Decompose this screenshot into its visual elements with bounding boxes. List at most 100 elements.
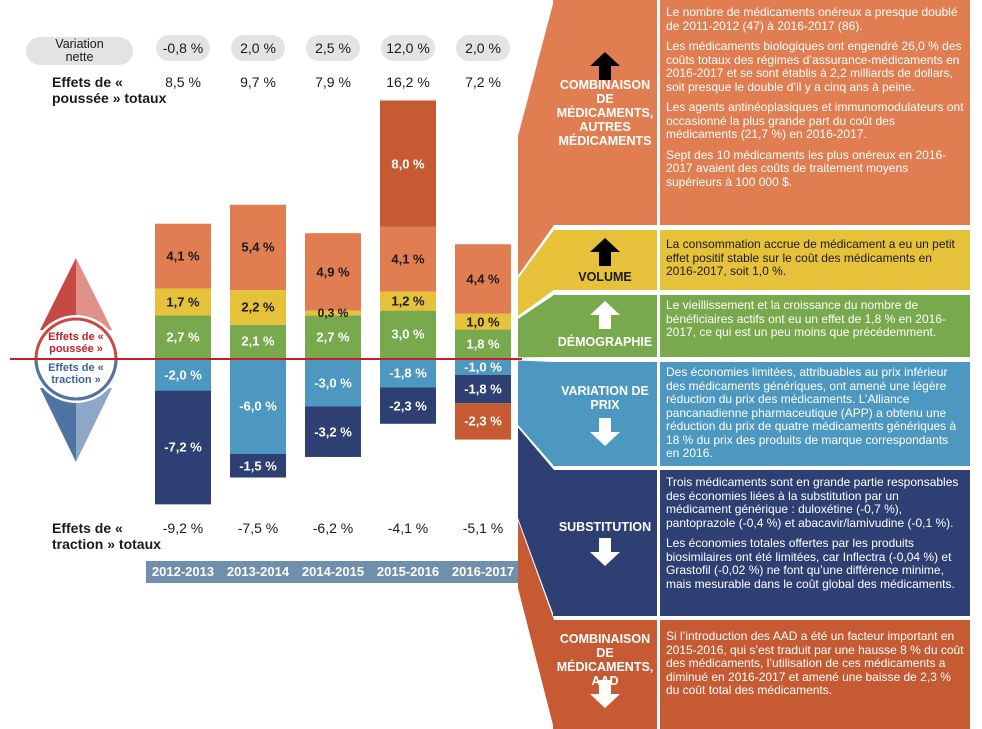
panel-divider	[657, 230, 660, 290]
panel-divider	[657, 620, 660, 729]
stacked-bar-chart	[155, 100, 511, 505]
panel-title: COMBINAISON DE MÉDICAMENTS, AAD	[556, 632, 654, 688]
x-tick-label: 2016-2017	[451, 564, 515, 579]
x-tick-label: 2012-2013	[151, 564, 215, 579]
arrow-down-icon	[590, 680, 620, 708]
panel-text: Le nombre de médicaments onéreux a presq…	[666, 5, 964, 196]
zero-baseline	[10, 358, 522, 360]
bar-segment	[155, 223, 211, 289]
var-value: -0,8 %	[156, 35, 210, 61]
panel-title: VOLUME	[578, 270, 632, 284]
arrow-up-icon	[590, 52, 620, 80]
x-tick-label: 2014-2015	[301, 564, 365, 579]
variation-label: Variation nette	[55, 37, 104, 64]
connector-band	[518, 0, 554, 276]
panel-title: DÉMOGRAPHIE	[557, 335, 653, 349]
x-tick-label: 2015-2016	[376, 564, 440, 579]
bar-segment	[305, 315, 361, 358]
pull-value: -9,2 %	[162, 520, 204, 536]
bar-segment	[455, 329, 511, 358]
panel-combinaison-aad: COMBINAISON DE MÉDICAMENTS, AADSi l’intr…	[553, 620, 970, 729]
bar-segment	[380, 359, 436, 388]
connector-band	[518, 360, 554, 466]
push-total-label: Effets de « poussée » totaux	[52, 74, 167, 106]
panel-paragraph: Les agents antinéoplasiques et immunomod…	[666, 100, 964, 141]
arrow-down-icon	[590, 538, 620, 566]
panel-paragraph: Sept des 10 médicaments les plus onéreux…	[666, 147, 947, 189]
connector-band	[518, 427, 554, 616]
bar-segment	[380, 310, 436, 358]
panel-paragraph: Trois médicaments sont en grande partie …	[666, 475, 959, 530]
bar-segment	[380, 291, 436, 311]
panel-substitution: SUBSTITUTION Trois médicaments sont en gr…	[553, 470, 970, 616]
pull-value: -6,2 %	[312, 520, 354, 536]
year-axis-bar: 2012-2013 2013-2014 2014-2015 2015-2016 2016…	[146, 561, 522, 583]
panel-volume: VOLUME La consommation accrue de médicame…	[553, 230, 970, 290]
push-value: 7,9 %	[315, 74, 351, 90]
compass-ring-lower	[34, 358, 118, 401]
panel-variation-prix: VARIATION DE PRIX Des économies limitées,…	[553, 362, 970, 466]
panel-combinaison-autres: COMBINAISON DE MÉDICAMENTS, AUTRES MÉDIC…	[553, 0, 970, 225]
bar-segment	[455, 359, 511, 375]
push-value: 9,7 %	[240, 74, 276, 90]
connector-band	[518, 295, 554, 358]
panel-paragraph: Si l’introduction des AAD a été un facte…	[666, 629, 964, 697]
panel-divider	[657, 0, 660, 225]
panel-divider	[657, 362, 660, 466]
arrow-down-icon	[590, 418, 620, 446]
bar-segment	[455, 313, 511, 330]
pull-value: -5,1 %	[462, 520, 504, 536]
var-value: 12,0 %	[381, 35, 435, 61]
panel-paragraph: Le vieillissement et la croissance du no…	[666, 298, 946, 339]
compass-down-left	[40, 388, 76, 462]
bar-segment	[380, 226, 436, 292]
bar-segment	[455, 244, 511, 314]
bar-segment	[380, 387, 436, 424]
compass-push-label: Effets de « poussée »	[48, 331, 104, 355]
bar-segment	[455, 374, 511, 404]
panel-divider	[657, 295, 660, 357]
connector-fan	[518, 0, 554, 729]
panel-title: COMBINAISON DE MÉDICAMENTS, AUTRES MÉDIC…	[556, 78, 654, 148]
bar-segment	[230, 204, 286, 291]
panel-paragraph: Le nombre de médicaments onéreux a presq…	[666, 5, 958, 33]
push-value: 8,5 %	[165, 74, 201, 90]
bar-segment	[305, 233, 361, 311]
push-value: 16,2 %	[386, 74, 430, 90]
var-value: 2,0 %	[456, 35, 510, 61]
panel-text: Si l’introduction des AAD a été un facte…	[666, 629, 964, 705]
panel-paragraph: La consommation accrue de médicament a e…	[666, 237, 955, 278]
panel-title: SUBSTITUTION	[558, 520, 652, 534]
compass-up-left	[40, 258, 76, 330]
bar-segment	[155, 390, 211, 505]
panel-paragraph: Des économies limitées, attribuables au …	[666, 365, 957, 460]
panel-text: Le vieillissement et la croissance du no…	[666, 298, 964, 347]
bar-segment	[305, 406, 361, 457]
connector-band	[518, 230, 554, 316]
bar-segment	[380, 100, 436, 227]
pull-value: -4,1 %	[387, 520, 429, 536]
connector-band	[518, 520, 554, 729]
compass-down-right	[76, 388, 112, 462]
panel-title: VARIATION DE PRIX	[561, 384, 649, 412]
panel-paragraph: Les médicaments biologiques ont engendré…	[666, 39, 962, 94]
panel-text: Trois médicaments sont en grande partie …	[666, 475, 964, 598]
bar-segment	[305, 359, 361, 407]
compass-pull-label: Effets de « traction »	[48, 362, 104, 386]
pull-value: -7,5 %	[237, 520, 279, 536]
compass-up-right	[76, 258, 112, 330]
bar-segment	[230, 453, 286, 478]
panel-demographie: DÉMOGRAPHIE Le vieillissement et la crois…	[553, 295, 970, 357]
var-value: 2,0 %	[231, 35, 285, 61]
x-tick-label: 2013-2014	[226, 564, 290, 579]
bar-segment	[155, 359, 211, 391]
panel-text: Des économies limitées, attribuables au …	[666, 365, 964, 468]
bar-segment	[230, 290, 286, 325]
pull-total-label: Effets de « traction » totaux	[52, 520, 161, 552]
arrow-up-icon	[590, 301, 620, 329]
panel-text: La consommation accrue de médicament a e…	[666, 237, 964, 286]
panel-paragraph: Les économies totales offertes par les p…	[666, 536, 955, 591]
push-value: 7,2 %	[465, 74, 501, 90]
bar-segment	[155, 288, 211, 316]
arrow-up-icon	[590, 238, 620, 266]
